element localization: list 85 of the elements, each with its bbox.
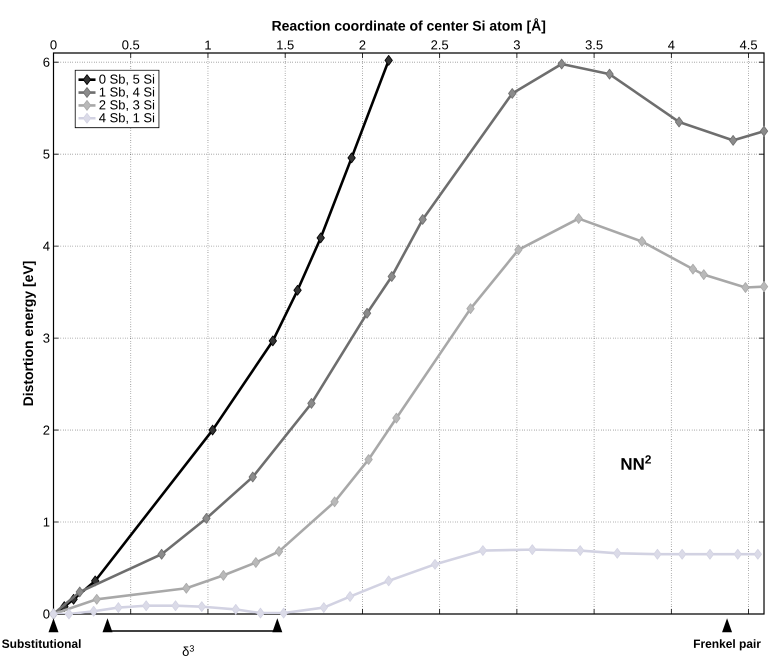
x-tick-label: 3 (514, 40, 520, 50)
point (157, 548, 166, 560)
point (392, 412, 401, 424)
point (760, 126, 768, 137)
point (320, 602, 328, 613)
point (741, 282, 750, 293)
point (114, 602, 123, 613)
point (388, 271, 396, 282)
text: Substitutional (2, 639, 81, 648)
point (430, 558, 440, 570)
point (307, 398, 316, 409)
point (653, 548, 662, 560)
point (274, 546, 284, 557)
point (700, 269, 708, 280)
point (574, 213, 583, 224)
point (706, 548, 714, 560)
point (514, 244, 523, 256)
point (280, 608, 288, 618)
y-tick-label: 0 (43, 609, 50, 619)
x-tick-label: 4 (668, 40, 675, 50)
point (76, 586, 84, 598)
x-tick-label: 1.5 (277, 40, 294, 50)
y-tick-label: 2 (43, 426, 50, 435)
point (678, 548, 686, 560)
point (330, 496, 339, 508)
point (728, 134, 738, 146)
point (232, 604, 240, 615)
text: δ$^{3}$ (182, 645, 194, 656)
point (760, 281, 768, 292)
point (90, 606, 98, 617)
point (248, 472, 257, 482)
point (605, 68, 614, 80)
legend-label: 2 Sb, 3 Si (99, 100, 154, 111)
point (256, 608, 265, 618)
point (198, 601, 206, 612)
point (674, 116, 684, 128)
point (92, 594, 101, 605)
y-tick-label: 1 (44, 518, 50, 526)
point (688, 264, 698, 275)
point (268, 335, 277, 346)
point (182, 582, 190, 594)
point (734, 548, 742, 560)
point (528, 544, 536, 556)
point (346, 591, 354, 602)
y-axis-title: Distortion energy [eV] (22, 261, 36, 406)
point (208, 424, 217, 436)
point (384, 54, 393, 66)
point (613, 548, 622, 559)
point (347, 152, 356, 164)
y-tick-label: 5 (43, 150, 50, 159)
x-axis-title: Reaction coordinate of center Si atom [Å] (272, 18, 546, 34)
x-tick-label: 2 (359, 40, 366, 50)
x-tick-label: 4.5 (740, 40, 758, 50)
x-tick-label: 3.5 (586, 40, 603, 50)
point (364, 454, 373, 465)
point (362, 308, 372, 319)
legend-label: 4 Sb, 1 Si (99, 112, 154, 124)
point (754, 548, 762, 560)
point (252, 557, 260, 568)
point (384, 576, 393, 586)
x-tick-label: 1 (205, 40, 211, 50)
point (293, 284, 302, 296)
y-tick-label: 4 (43, 242, 50, 251)
y-tick-label: 3 (43, 334, 50, 343)
legend-label: 1 Sb, 4 Si (100, 87, 154, 98)
point (171, 600, 180, 612)
point (478, 545, 488, 556)
point (638, 236, 646, 247)
point (558, 58, 566, 70)
point (316, 232, 325, 244)
point (64, 608, 74, 620)
x-tick-label: 2.5 (431, 40, 448, 50)
x-tick-label: 0 (50, 40, 57, 50)
text: Frenkel pair (694, 639, 761, 650)
point (219, 570, 228, 581)
point (466, 303, 475, 314)
point (418, 214, 427, 225)
point (142, 600, 150, 612)
point (508, 88, 516, 99)
y-tick-label: 6 (43, 58, 50, 67)
point (202, 512, 211, 524)
x-tick-label: 0.5 (122, 40, 140, 50)
point (576, 545, 584, 556)
annotation: NN$^{2}$ (621, 455, 651, 470)
legend-label: 0 Sb, 5 Si (99, 74, 154, 86)
